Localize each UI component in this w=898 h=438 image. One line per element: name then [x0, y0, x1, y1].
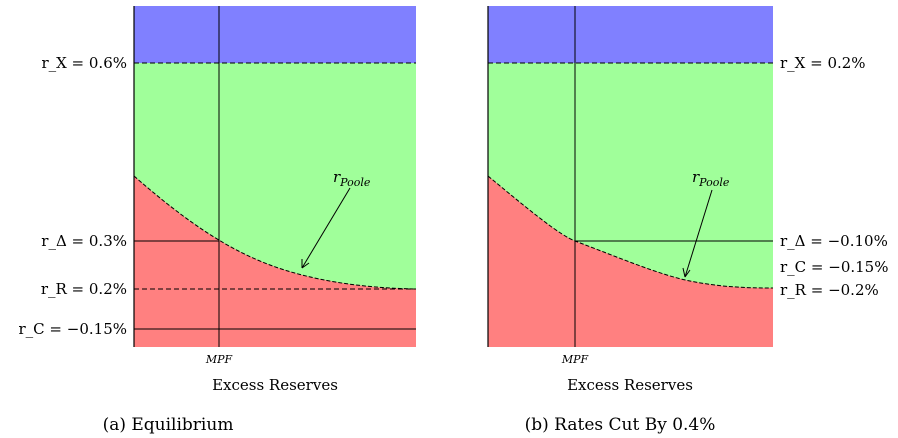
- panel-b-bottom-region: [488, 176, 773, 347]
- panel-a-curve-label: rPoole: [333, 168, 371, 189]
- panel-a-poole-arrow: [301, 187, 351, 269]
- panel-b-rr-label: r_R = −0.2%: [780, 281, 879, 299]
- panel-b: r_X = 0.2% r_Δ = −0.10% r_C = −0.15% r_R…: [487, 6, 888, 435]
- panel-a-rc-label: r_C = −0.15%: [19, 320, 127, 338]
- panel-b-caption: (b) Rates Cut By 0.4%: [525, 415, 716, 435]
- panel-a-rdelta-label: r_Δ = 0.3%: [41, 232, 127, 250]
- panel-a-x-axis-label: Excess Reserves: [212, 376, 338, 394]
- panel-b-mpf-label: MPF: [561, 353, 589, 366]
- panel-a-caption: (a) Equilibrium: [103, 415, 234, 435]
- panel-a-rr-label: r_R = 0.2%: [41, 280, 127, 298]
- panel-b-poole-arrow: [684, 189, 713, 278]
- panel-a-rx-label: r_X = 0.6%: [41, 54, 127, 72]
- panel-a-mpf-label: MPF: [205, 353, 233, 366]
- panel-b-rdelta-label: r_Δ = −0.10%: [780, 232, 888, 250]
- panel-b-top-band: [488, 6, 773, 63]
- panel-a-top-band: [134, 6, 416, 63]
- panel-b-arrow-head: [682, 267, 691, 278]
- panel-b-rx-label: r_X = 0.2%: [780, 54, 866, 72]
- panel-a: r_X = 0.6% r_Δ = 0.3% r_R = 0.2% r_C = −…: [19, 6, 417, 435]
- panel-a-arrow-head: [301, 259, 310, 269]
- panel-a-bottom-region: [134, 176, 416, 347]
- panel-b-curve-label: rPoole: [692, 168, 730, 189]
- panel-a-poole-curve: [133, 175, 417, 290]
- panel-b-poole-curve: [487, 175, 774, 289]
- panel-b-x-axis-label: Excess Reserves: [567, 376, 693, 394]
- panel-b-rc-label: r_C = −0.15%: [780, 258, 888, 276]
